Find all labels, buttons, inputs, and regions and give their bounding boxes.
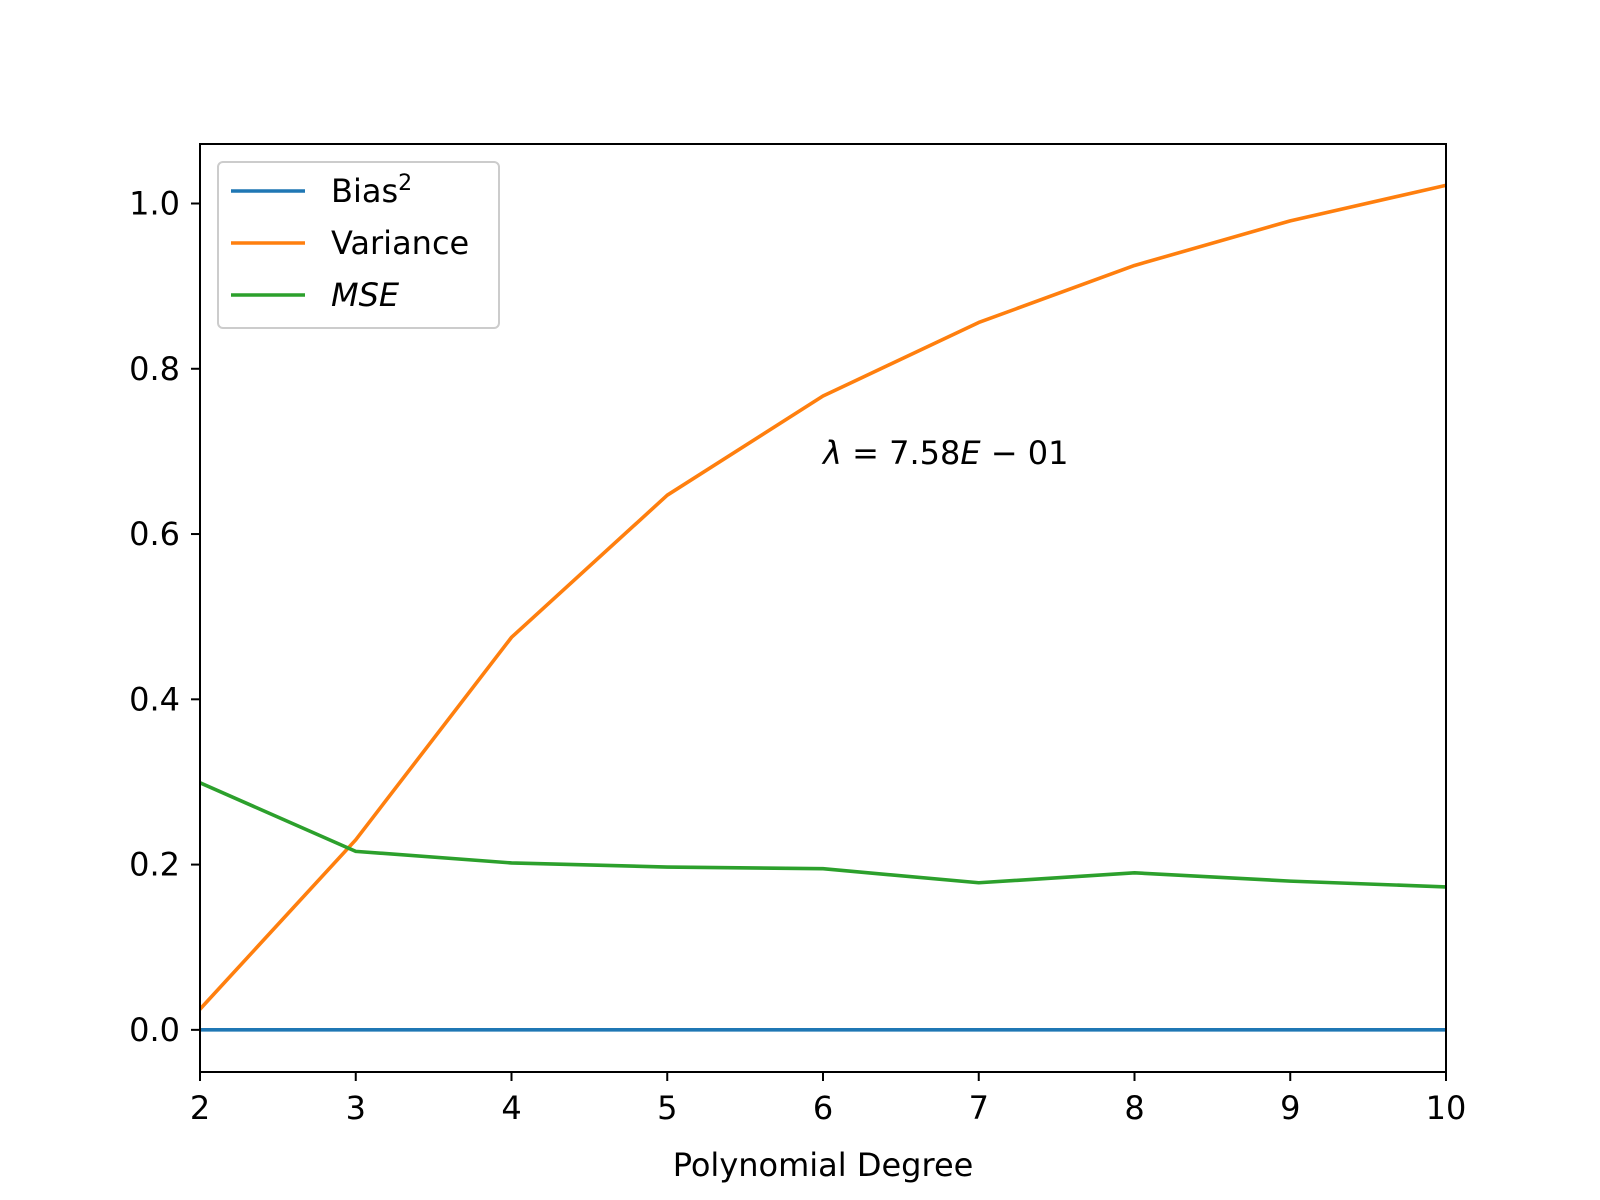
series-lines [200, 183, 1446, 1032]
legend-label-variance: Variance [331, 224, 469, 262]
lambda-annotation: λ = 7.58E − 01 [821, 434, 1068, 472]
x-tick-label: 8 [1124, 1089, 1144, 1127]
y-tick-label: 0.4 [129, 680, 180, 718]
legend-label-bias: Bias2 [331, 171, 412, 210]
x-tick-label: 10 [1426, 1089, 1467, 1127]
legend-label-mse: MSE [331, 276, 400, 314]
x-tick-label: 9 [1280, 1089, 1300, 1127]
y-tick-label: 1.0 [129, 184, 180, 222]
y-tick-label: 0.8 [129, 350, 180, 388]
plot-area [200, 183, 1446, 1032]
axes: 2 3 4 5 6 7 8 9 10 0.0 0.2 0.4 0.6 0.8 1.0 [129, 143, 1467, 1127]
x-tick-label: 5 [657, 1089, 677, 1127]
x-tick-label: 6 [813, 1089, 833, 1127]
x-axis-label: Polynomial Degree [673, 1146, 974, 1184]
y-tick-label: 0.6 [129, 515, 180, 553]
legend-box [217, 161, 500, 329]
x-tick-label: 4 [501, 1089, 521, 1127]
x-tick-label: 2 [190, 1089, 210, 1127]
y-tick-label: 0.2 [129, 846, 180, 884]
series-line-mse [200, 780, 1446, 889]
x-tick-label: 7 [969, 1089, 989, 1127]
series-line-variance [200, 183, 1446, 1012]
y-tick-label: 0.0 [129, 1011, 180, 1049]
legend: Bias2 Variance MSE [217, 161, 500, 329]
x-tick-label: 3 [346, 1089, 366, 1127]
